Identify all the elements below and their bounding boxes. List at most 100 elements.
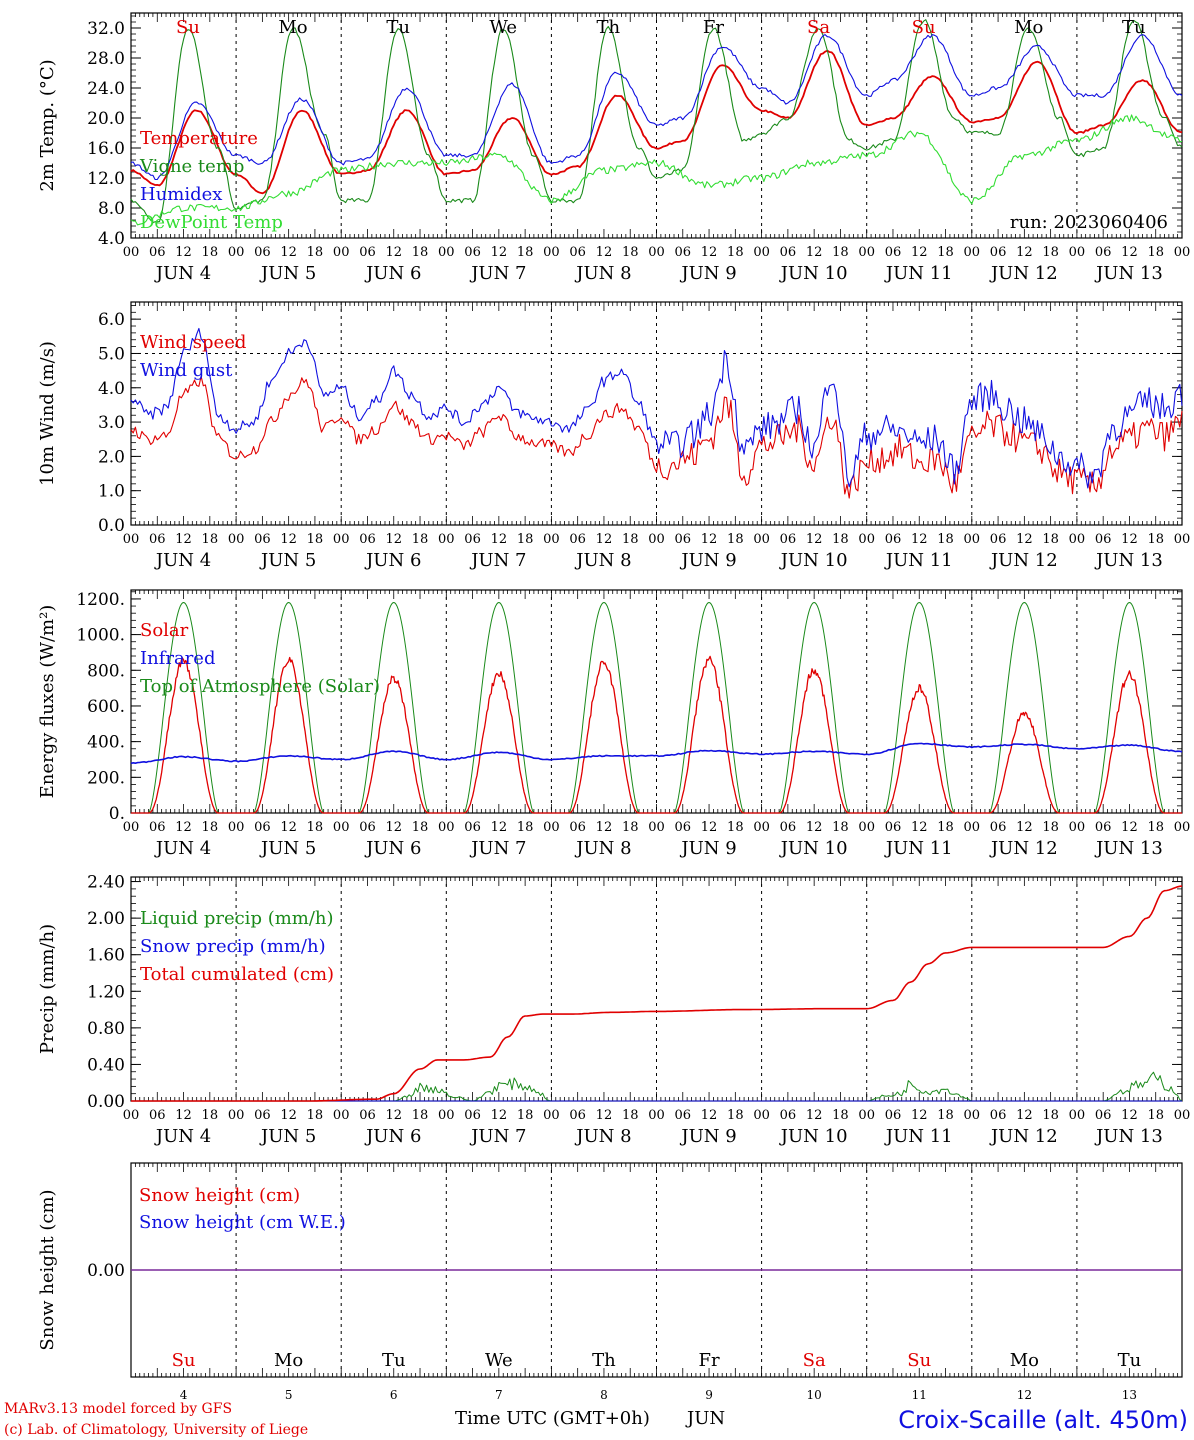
x-hour-label: 18 [832,245,849,260]
x-day-label: JUN 5 [259,1126,316,1147]
x-hour-label: 06 [1095,245,1112,260]
x-day-label: JUN 6 [364,550,421,571]
x-hour-label: 06 [675,532,692,547]
y-tick-label: 2.00 [87,909,125,929]
x-day-label: JUN 5 [259,838,316,859]
x-hour-label: 06 [1095,820,1112,835]
x-hour-label: 06 [990,1108,1007,1123]
y-tick-label: 1.0 [98,482,125,502]
x-hour-label: 18 [727,532,744,547]
x-hour-label: 12 [806,245,823,260]
y-tick-label: 28.0 [87,49,125,69]
x-hour-label: 00 [438,245,455,260]
x-day-label: JUN 4 [154,550,211,571]
weekday-label: Su [172,1350,196,1371]
x-hour-label: 06 [464,820,481,835]
x-day-label: JUN 7 [469,550,526,571]
day-number-label: 12 [1017,1388,1032,1402]
x-hour-label: 18 [622,1108,639,1123]
x-hour-label: 12 [175,245,192,260]
x-day-label: JUN 7 [469,263,526,284]
weekday-label: We [485,1350,513,1371]
x-hour-label: 00 [438,1108,455,1123]
x-hour-label: 12 [1121,245,1138,260]
x-hour-label: 00 [228,1108,245,1123]
x-hour-label: 12 [175,532,192,547]
x-hour-label: 00 [858,245,875,260]
y-tick-label: 20.0 [87,109,125,129]
x-hour-label: 18 [412,1108,429,1123]
x-hour-label: 12 [491,245,508,260]
x-hour-label: 12 [491,820,508,835]
x-hour-label: 00 [753,820,770,835]
series-red [131,885,1183,1102]
x-hour-label: 00 [438,532,455,547]
x-hour-label: 18 [1147,1108,1164,1123]
x-hour-label: 06 [990,820,1007,835]
x-hour-label: 18 [517,1108,534,1123]
x-hour-label: 06 [675,245,692,260]
x-day-label: JUN 8 [574,550,631,571]
weekday-label: Fr [703,17,724,38]
x-hour-label: 18 [202,1108,219,1123]
legend-entry: Liquid precip (mm/h) [140,908,334,929]
x-hour-label: 12 [491,1108,508,1123]
x-hour-label: 00 [123,532,140,547]
x-hour-label: 18 [202,245,219,260]
x-day-label: JUN 13 [1094,550,1163,571]
y-tick-label: 0.00 [87,1092,125,1112]
copyright: (c) Lab. of Climatology, University of L… [4,1422,308,1438]
x-hour-label: 18 [937,1108,954,1123]
x-hour-label: 18 [622,532,639,547]
x-hour-label: 12 [1121,1108,1138,1123]
x-hour-label: 06 [990,532,1007,547]
x-day-label: JUN 7 [469,838,526,859]
x-hour-label: 12 [911,245,928,260]
x-hour-label: 00 [648,1108,665,1123]
series-green [130,19,1183,224]
y-tick-label: 0. [109,804,125,824]
x-hour-label: 06 [569,1108,586,1123]
x-day-label: JUN 4 [154,1126,211,1147]
weekday-label: Tu [382,1350,406,1371]
x-hour-label: 18 [1042,245,1059,260]
legend-entry: Vigne temp [139,156,244,177]
y-tick-label: 1000. [76,626,125,646]
x-hour-label: 06 [780,245,797,260]
x-hour-label: 00 [333,1108,350,1123]
x-hour-label: 00 [1069,820,1086,835]
day-number-label: 8 [600,1388,608,1402]
x-hour-label: 18 [517,532,534,547]
legend-entry: Infrared [140,648,215,669]
x-hour-label: 18 [517,245,534,260]
y-tick-label: 1.20 [87,982,125,1002]
x-day-label: JUN 6 [364,263,421,284]
model-credit: MARv3.13 model forced by GFS [4,1401,232,1417]
series-blue [130,327,1183,489]
day-number-label: 4 [180,1388,188,1402]
x-hour-label: 12 [491,532,508,547]
x-day-label: JUN 4 [154,263,211,284]
x-hour-label: 00 [1069,1108,1086,1123]
x-hour-label: 06 [780,820,797,835]
day-number-label: 7 [495,1388,503,1402]
x-day-label: JUN 8 [574,838,631,859]
y-tick-label: 2.40 [87,873,125,893]
x-hour-label: 00 [228,532,245,547]
x-hour-label: 00 [123,1108,140,1123]
y-tick-label: 0.40 [87,1055,125,1075]
x-day-label: JUN 5 [259,550,316,571]
x-day-label: JUN 9 [679,550,736,571]
legend-entry: Temperature [140,128,258,149]
y-tick-label: 4.0 [98,229,125,249]
x-hour-label: 00 [858,532,875,547]
x-day-label: JUN 11 [884,838,953,859]
x-hour-label: 12 [701,1108,718,1123]
x-hour-label: 00 [1069,532,1086,547]
x-hour-label: 00 [753,245,770,260]
series-red [130,375,1183,499]
x-hour-label: 06 [149,820,166,835]
x-day-label: JUN 9 [679,838,736,859]
x-hour-label: 18 [1147,245,1164,260]
x-hour-label: 06 [149,532,166,547]
